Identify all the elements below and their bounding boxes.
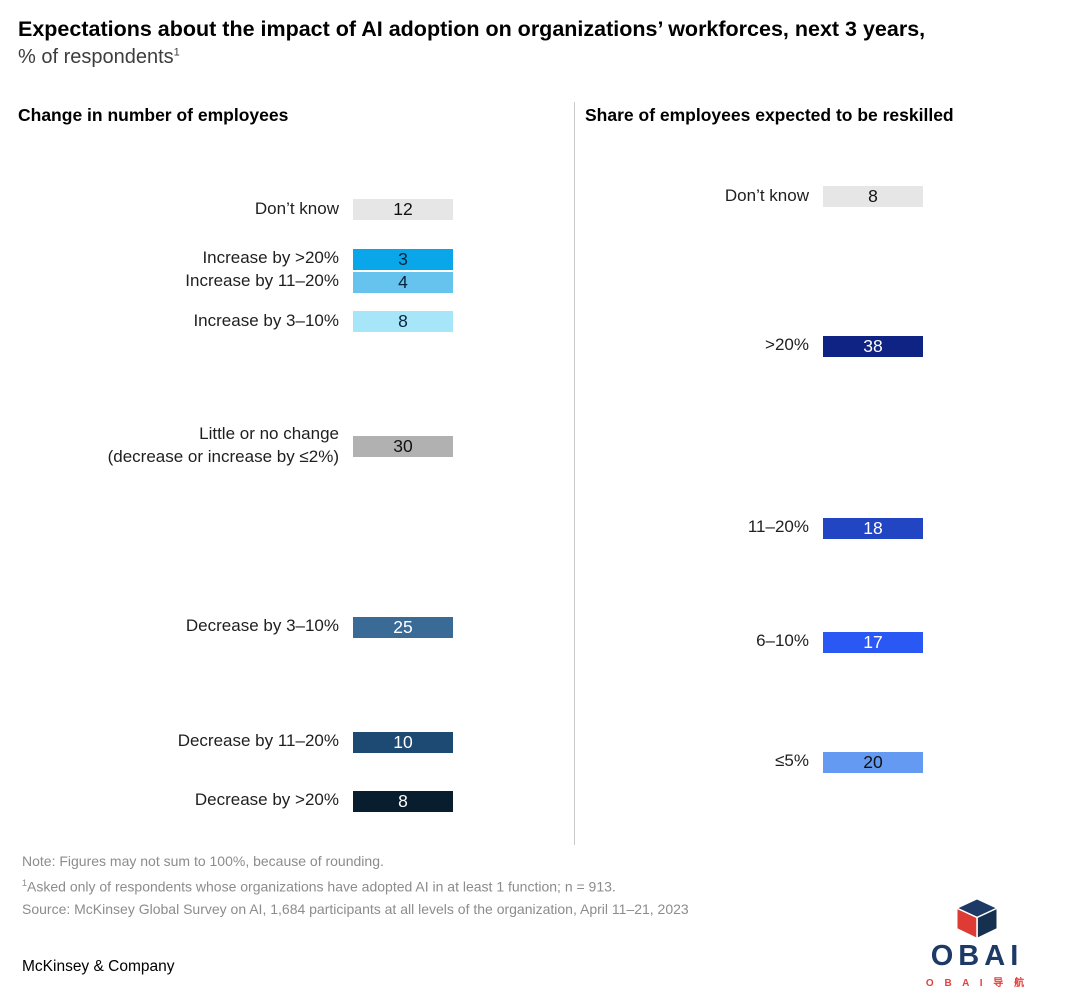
obai-logo-text: OBAI bbox=[930, 940, 1024, 972]
employee-change-chart: Don’t know 12 Increase by >20% 3 Increas… bbox=[0, 170, 453, 827]
bar-row: 11–20% 18 bbox=[575, 469, 923, 586]
footnote-marker: 1 bbox=[22, 878, 28, 888]
bar-row: >20% 38 bbox=[575, 222, 923, 469]
bar-segment: 12 bbox=[353, 198, 453, 220]
obai-watermark: OBAI O B A I 导 航 网 bbox=[922, 898, 1032, 989]
segment-label: Increase by 3–10% bbox=[193, 310, 339, 330]
bar-segment: 20 bbox=[823, 750, 923, 773]
bar-segment: 10 bbox=[353, 730, 453, 753]
reskilled-share-chart: Don’t know 8 >20% 38 11–20% 18 6–10% 17 … bbox=[575, 170, 923, 827]
bar-segment: 17 bbox=[823, 630, 923, 653]
segment-label: 6–10% bbox=[756, 631, 809, 651]
mckinsey-wordmark: McKinsey & Company bbox=[22, 958, 175, 975]
segment-label: Little or no change (decrease or increas… bbox=[107, 423, 339, 466]
bar-row: Don’t know 12 bbox=[0, 170, 453, 249]
right-panel-title: Share of employees expected to be reskil… bbox=[585, 105, 954, 125]
segment-label: Don’t know bbox=[724, 185, 809, 205]
bar-row: Decrease by 3–10% 25 bbox=[0, 544, 453, 708]
left-panel-title: Change in number of employees bbox=[18, 105, 289, 125]
segment-label: ≤5% bbox=[775, 751, 809, 771]
segment-label: Decrease by 11–20% bbox=[177, 731, 339, 751]
subtitle-footnote-marker: 1 bbox=[173, 46, 180, 59]
bar-row: ≤5% 20 bbox=[575, 697, 923, 827]
panel-divider bbox=[574, 102, 575, 845]
bar-row: Decrease by 11–20% 10 bbox=[0, 709, 453, 775]
bar-row: 6–10% 17 bbox=[575, 586, 923, 697]
bar-segment: 8 bbox=[353, 789, 453, 812]
note-sample-text: Asked only of respondents whose organiza… bbox=[27, 878, 616, 895]
segment-label: >20% bbox=[765, 335, 809, 355]
obai-logo-subtext: O B A I 导 航 网 bbox=[925, 978, 1029, 989]
note-rounding: Note: Figures may not sum to 100%, becau… bbox=[22, 853, 384, 869]
bar-row: Increase by 11–20% 4 bbox=[0, 269, 453, 295]
bar-segment: 30 bbox=[353, 434, 453, 457]
segment-label: 11–20% bbox=[747, 517, 809, 537]
page-title: Expectations about the impact of AI adop… bbox=[18, 17, 926, 41]
segment-label: Increase by 11–20% bbox=[185, 271, 339, 291]
note-source: Source: McKinsey Global Survey on AI, 1,… bbox=[22, 900, 689, 917]
bar-row: Little or no change (decrease or increas… bbox=[0, 347, 453, 544]
bar-segment: 38 bbox=[823, 334, 923, 357]
bar-segment: 18 bbox=[823, 516, 923, 539]
cube-logo-icon bbox=[954, 898, 1000, 940]
bar-row: Increase by 3–10% 8 bbox=[0, 295, 453, 348]
page-subtitle: % of respondents1 bbox=[18, 46, 1018, 69]
bar-segment: 25 bbox=[353, 615, 453, 638]
bar-row: Decrease by >20% 8 bbox=[0, 774, 453, 827]
bar-segment: 4 bbox=[353, 270, 453, 293]
segment-label: Don’t know bbox=[254, 198, 339, 218]
bar-row: Increase by >20% 3 bbox=[0, 247, 453, 270]
segment-label: Decrease by >20% bbox=[194, 790, 339, 810]
bar-segment: 3 bbox=[353, 247, 453, 270]
bar-segment: 8 bbox=[823, 185, 923, 207]
chart-header: Expectations about the impact of AI adop… bbox=[18, 16, 1018, 69]
bar-row: Don’t know 8 bbox=[575, 170, 923, 222]
bar-segment: 8 bbox=[353, 310, 453, 333]
segment-label: Increase by >20% bbox=[202, 248, 339, 268]
segment-label: Decrease by 3–10% bbox=[185, 616, 339, 636]
footnotes: Note: Figures may not sum to 100%, becau… bbox=[22, 850, 689, 920]
note-sample: 1Asked only of respondents whose organiz… bbox=[22, 872, 689, 898]
subtitle-text: % of respondents bbox=[18, 45, 174, 68]
